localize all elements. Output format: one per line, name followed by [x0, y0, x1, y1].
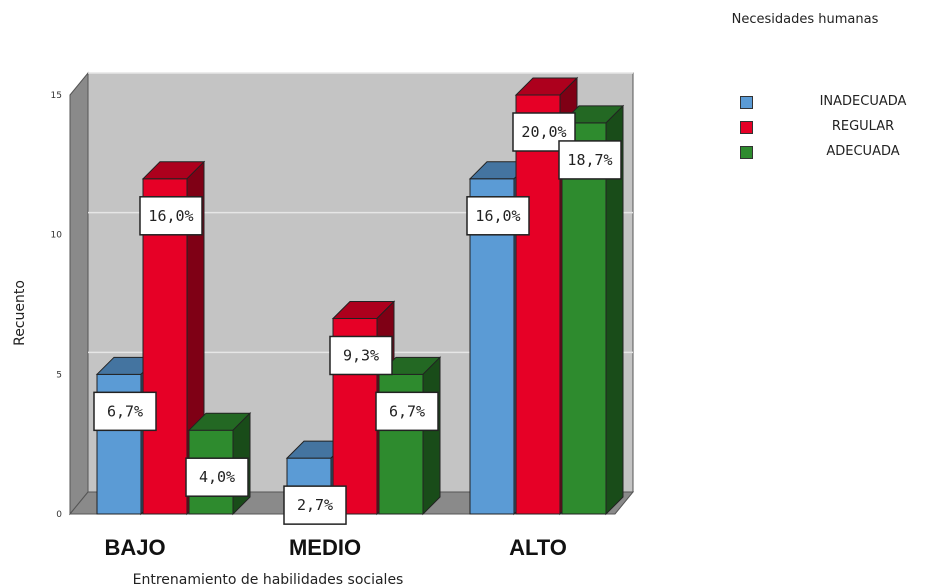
legend-item: REGULAR — [736, 119, 950, 137]
data-label-text: 18,7% — [567, 151, 612, 169]
data-label: 2,7% — [283, 485, 347, 525]
data-label: 6,7% — [93, 391, 157, 432]
y-axis-title: Recuento — [12, 280, 28, 346]
bar — [560, 104, 625, 516]
bar-front — [515, 94, 561, 515]
data-label-text: 16,0% — [148, 207, 193, 225]
legend: Necesidades humanas INADECUADA REGULAR ADE… — [730, 12, 950, 159]
x-categories: BAJO MEDIO ALTO — [104, 535, 566, 560]
bar — [377, 356, 442, 516]
legend-swatch — [740, 96, 753, 109]
legend-label: REGULAR — [831, 119, 895, 134]
data-labels: 6,7% 16,0% 4,0% 2,7% 9,3% 6,7% 16,0% 20,0%18,7% — [93, 112, 622, 525]
data-label-text: 4,0% — [199, 468, 235, 486]
y-ticks: 0 5 10 15 — [51, 91, 63, 520]
data-label: 6,7% — [375, 391, 439, 432]
y-tick-label: 15 — [51, 91, 62, 101]
legend-title: Necesidades humanas — [731, 12, 879, 27]
bar-front — [561, 122, 607, 515]
data-label: 18,7% — [558, 140, 622, 180]
x-category-label: MEDIO — [289, 535, 361, 560]
bar-side — [605, 104, 624, 516]
y-tick-label: 10 — [51, 231, 63, 241]
side-wall — [69, 71, 89, 516]
bar-side — [422, 356, 441, 516]
data-label-box — [185, 457, 249, 497]
y-tick-label: 5 — [56, 370, 62, 380]
legend-label: INADECUADA — [819, 94, 907, 109]
x-category-label: BAJO — [104, 535, 165, 560]
data-label: 9,3% — [329, 335, 393, 376]
data-label-text: 20,0% — [521, 123, 566, 141]
data-label-box — [283, 485, 347, 525]
x-category-label: ALTO — [509, 535, 567, 560]
legend-swatch — [740, 121, 753, 134]
data-label-box — [139, 196, 203, 236]
data-label: 16,0% — [139, 196, 203, 236]
data-label-text: 16,0% — [475, 207, 520, 225]
data-label: 16,0% — [466, 196, 530, 236]
data-label-text: 6,7% — [389, 402, 425, 420]
data-label-box — [558, 140, 622, 180]
legend-label: ADECUADA — [826, 144, 900, 159]
data-label-text: 9,3% — [343, 346, 379, 364]
data-label-box — [329, 335, 393, 376]
data-label-box — [466, 196, 530, 236]
legend-item: INADECUADA — [736, 94, 950, 112]
legend-item: ADECUADA — [736, 144, 950, 162]
data-label-box — [512, 112, 576, 152]
data-label: 20,0% — [512, 112, 576, 152]
data-label-text: 2,7% — [297, 496, 333, 514]
data-label-box — [375, 391, 439, 432]
x-axis-title: Entrenamiento de habilidades sociales — [133, 572, 404, 588]
legend-swatch — [740, 146, 753, 159]
data-label-box — [93, 391, 157, 432]
data-label-text: 6,7% — [107, 402, 143, 420]
data-label: 4,0% — [185, 457, 249, 497]
y-tick-label: 0 — [56, 510, 62, 520]
